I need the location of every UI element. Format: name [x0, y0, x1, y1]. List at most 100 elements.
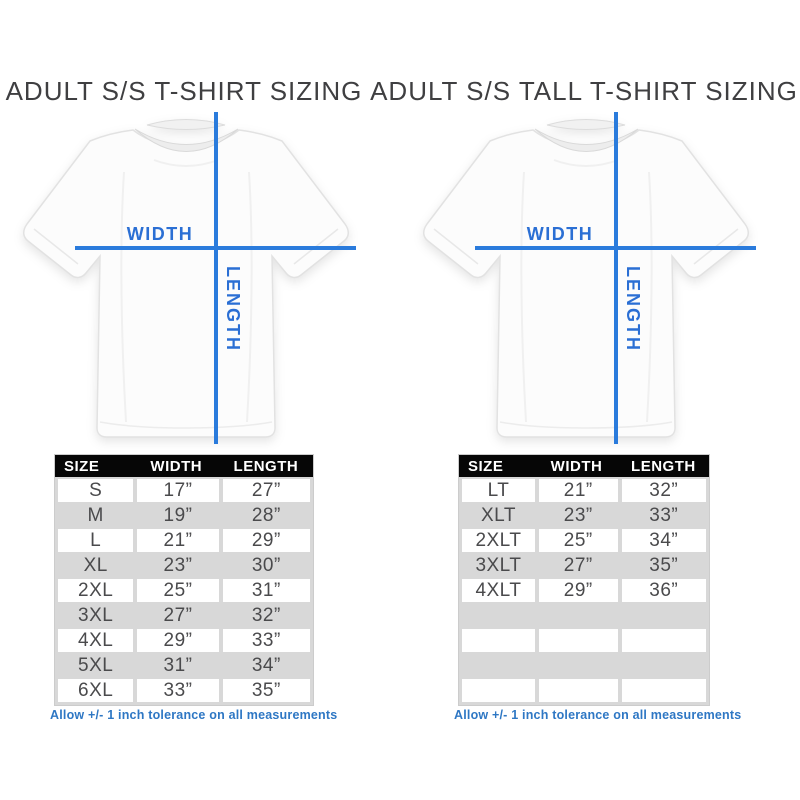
length-cell: 35”	[222, 679, 310, 702]
table-row: LT 21” 32”	[462, 479, 706, 502]
width-cell: 17”	[137, 479, 219, 502]
panel-regular-sizing: ADULT S/S T-SHIRT SIZING WIDTH LENGTH SI…	[6, 76, 362, 722]
length-measure-line	[214, 112, 218, 444]
width-cell: 27”	[538, 554, 618, 577]
size-cell: M	[58, 504, 134, 527]
panel-tall-sizing: ADULT S/S TALL T-SHIRT SIZING WIDTH LENG…	[370, 0, 800, 800]
size-cell: 2XL	[58, 579, 134, 602]
table-row-empty	[462, 679, 706, 702]
size-cell: LT	[462, 479, 535, 502]
width-cell: 23”	[538, 504, 618, 527]
column-header-width: WIDTH	[150, 457, 203, 475]
width-cell: 21”	[538, 479, 618, 502]
table-row: 4XLT 29” 36”	[462, 579, 706, 602]
width-cell: 29”	[538, 579, 618, 602]
width-cell: 25”	[137, 579, 219, 602]
empty-cell	[538, 654, 618, 677]
length-cell: 33”	[222, 629, 310, 652]
width-cell: 25”	[538, 529, 618, 552]
page-title: ADULT S/S T-SHIRT SIZING	[5, 76, 363, 106]
empty-cell	[621, 654, 706, 677]
length-cell: 31”	[222, 579, 310, 602]
length-cell: 32”	[222, 604, 310, 627]
empty-cell	[538, 629, 618, 652]
size-cell: 4XL	[58, 629, 134, 652]
size-cell: 5XL	[58, 654, 134, 677]
table-row: 2XL 25” 31”	[58, 579, 310, 602]
width-cell: 23”	[137, 554, 219, 577]
size-cell: XLT	[462, 504, 535, 527]
tshirt-diagram: WIDTH LENGTH	[414, 112, 758, 446]
size-table-tall: SIZE WIDTH LENGTH LT 21” 32” XLT 23” 33”…	[459, 455, 709, 705]
table-header-row: SIZE WIDTH LENGTH	[55, 455, 313, 477]
width-cell: 31”	[137, 654, 219, 677]
width-measure-line	[75, 246, 356, 250]
size-cell: 6XL	[58, 679, 134, 702]
length-cell: 27”	[222, 479, 310, 502]
table-row-empty	[462, 654, 706, 677]
length-cell: 28”	[222, 504, 310, 527]
table-row: 6XL 33” 35”	[58, 679, 310, 702]
length-label: LENGTH	[223, 266, 243, 352]
column-header-size: SIZE	[64, 457, 100, 475]
length-cell: 29”	[222, 529, 310, 552]
size-table-regular: SIZE WIDTH LENGTH S 17” 27” M 19” 28” L …	[55, 455, 313, 705]
table-row: 4XL 29” 33”	[58, 629, 310, 652]
table-row: 3XL 27” 32”	[58, 604, 310, 627]
width-label: WIDTH	[526, 224, 594, 244]
size-cell: 2XLT	[462, 529, 535, 552]
tolerance-note: Allow +/- 1 inch tolerance on all measur…	[454, 708, 742, 722]
length-cell: 36”	[621, 579, 706, 602]
size-cell: L	[58, 529, 134, 552]
table-row: S 17” 27”	[58, 479, 310, 502]
table-body: S 17” 27” M 19” 28” L 21” 29” XL 23”	[55, 477, 313, 705]
size-cell: S	[58, 479, 134, 502]
empty-cell	[462, 629, 535, 652]
table-row: XLT 23” 33”	[462, 504, 706, 527]
size-cell: 3XL	[58, 604, 134, 627]
width-cell: 19”	[137, 504, 219, 527]
width-measure-line	[475, 246, 756, 250]
width-cell: 33”	[137, 679, 219, 702]
page-title: ADULT S/S TALL T-SHIRT SIZING	[370, 76, 798, 106]
width-label: WIDTH	[126, 224, 194, 244]
length-label: LENGTH	[623, 266, 643, 352]
length-cell: 32”	[621, 479, 706, 502]
empty-cell	[621, 604, 706, 627]
size-cell: XL	[58, 554, 134, 577]
length-cell: 34”	[621, 529, 706, 552]
column-header-length: LENGTH	[233, 457, 299, 475]
width-cell: 27”	[137, 604, 219, 627]
empty-cell	[462, 654, 535, 677]
table-row: XL 23” 30”	[58, 554, 310, 577]
table-row: 3XLT 27” 35”	[462, 554, 706, 577]
column-header-size: SIZE	[468, 457, 504, 475]
length-cell: 33”	[621, 504, 706, 527]
size-cell: 3XLT	[462, 554, 535, 577]
table-row: 5XL 31” 34”	[58, 654, 310, 677]
table-row: M 19” 28”	[58, 504, 310, 527]
tshirt-diagram: WIDTH LENGTH	[14, 112, 358, 446]
size-cell: 4XLT	[462, 579, 535, 602]
tshirt-graphic	[423, 119, 749, 438]
empty-cell	[462, 679, 535, 702]
empty-cell	[621, 679, 706, 702]
width-cell: 29”	[137, 629, 219, 652]
length-cell: 34”	[222, 654, 310, 677]
table-row: 2XLT 25” 34”	[462, 529, 706, 552]
empty-cell	[621, 629, 706, 652]
length-cell: 35”	[621, 554, 706, 577]
width-cell: 21”	[137, 529, 219, 552]
tshirt-graphic	[23, 119, 349, 438]
table-header-row: SIZE WIDTH LENGTH	[459, 455, 709, 477]
table-row: L 21” 29”	[58, 529, 310, 552]
length-measure-line	[614, 112, 618, 444]
empty-cell	[462, 604, 535, 627]
empty-cell	[538, 604, 618, 627]
column-header-length: LENGTH	[631, 457, 696, 475]
table-row-empty	[462, 629, 706, 652]
table-row-empty	[462, 604, 706, 627]
length-cell: 30”	[222, 554, 310, 577]
empty-cell	[538, 679, 618, 702]
